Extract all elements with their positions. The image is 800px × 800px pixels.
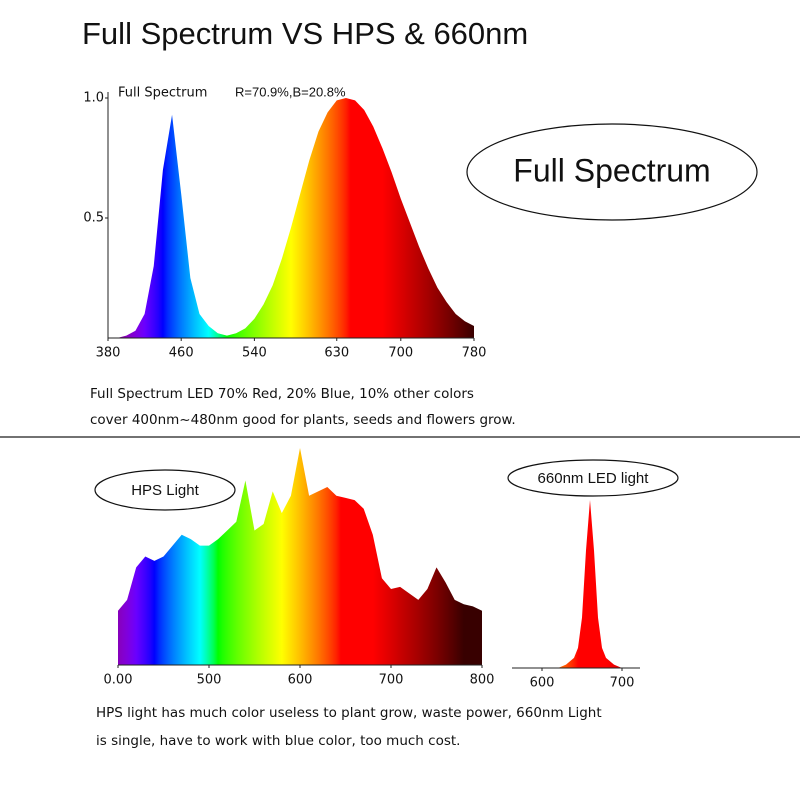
label-ellipse [466, 123, 758, 221]
caption: cover 400nm~480nm good for plants, seeds… [90, 412, 516, 428]
spectrum-area [108, 98, 474, 338]
page-title: Full Spectrum VS HPS & 660nm [82, 16, 528, 51]
x-tick-label: 780 [462, 346, 487, 361]
x-tick-label: 600 [288, 673, 313, 688]
y-tick-label: 1.0 [83, 91, 104, 106]
x-tick-label: 540 [242, 346, 267, 361]
chart-label: Full Spectrum [513, 152, 710, 188]
chart-label: HPS Light [131, 482, 199, 499]
spectrum-area [118, 448, 482, 665]
x-tick-label: 500 [197, 673, 222, 688]
caption: is single, have to work with blue color,… [96, 733, 460, 749]
spectrum-area [558, 500, 622, 668]
y-tick-label: 0.5 [83, 211, 104, 226]
x-tick-label: 0.00 [104, 673, 133, 688]
legend-entry: Full Spectrum [118, 86, 207, 101]
x-tick-label: 630 [324, 346, 349, 361]
x-tick-label: 700 [610, 676, 635, 691]
caption: Full Spectrum LED 70% Red, 20% Blue, 10%… [90, 386, 474, 402]
label-ellipse [94, 469, 236, 511]
x-tick-label: 460 [169, 346, 194, 361]
annotation: R=70.9%,B=20.8% [235, 84, 346, 99]
x-tick-label: 700 [379, 673, 404, 688]
x-tick-label: 800 [470, 673, 495, 688]
chart-label: 660nm LED light [538, 470, 650, 487]
caption: HPS light has much color useless to plan… [96, 705, 602, 721]
x-tick-label: 380 [96, 346, 121, 361]
label-ellipse [507, 459, 679, 497]
x-tick-label: 600 [530, 676, 555, 691]
x-tick-label: 700 [388, 346, 413, 361]
